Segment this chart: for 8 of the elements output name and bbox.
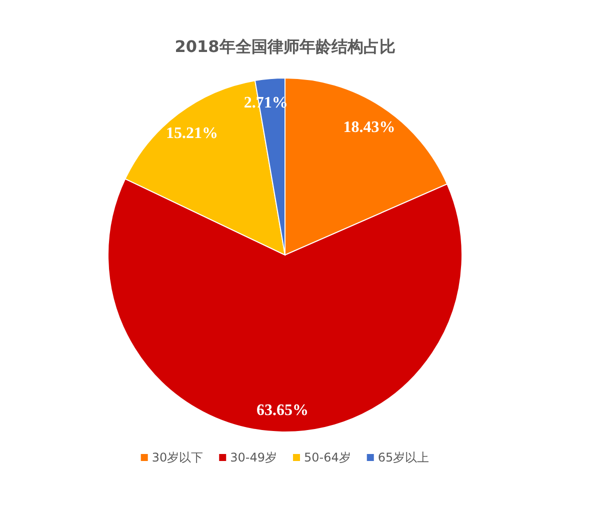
- data-label: 18.43%: [343, 119, 396, 136]
- legend-label: 50-64岁: [304, 450, 351, 464]
- chart-title: 2018年全国律师年龄结构占比: [174, 37, 396, 56]
- legend-label: 65岁以上: [378, 450, 430, 464]
- legend-label: 30岁以下: [152, 450, 204, 464]
- data-label: 63.65%: [256, 402, 309, 419]
- data-label: 15.21%: [166, 125, 218, 142]
- legend-label: 30-49岁: [230, 450, 277, 464]
